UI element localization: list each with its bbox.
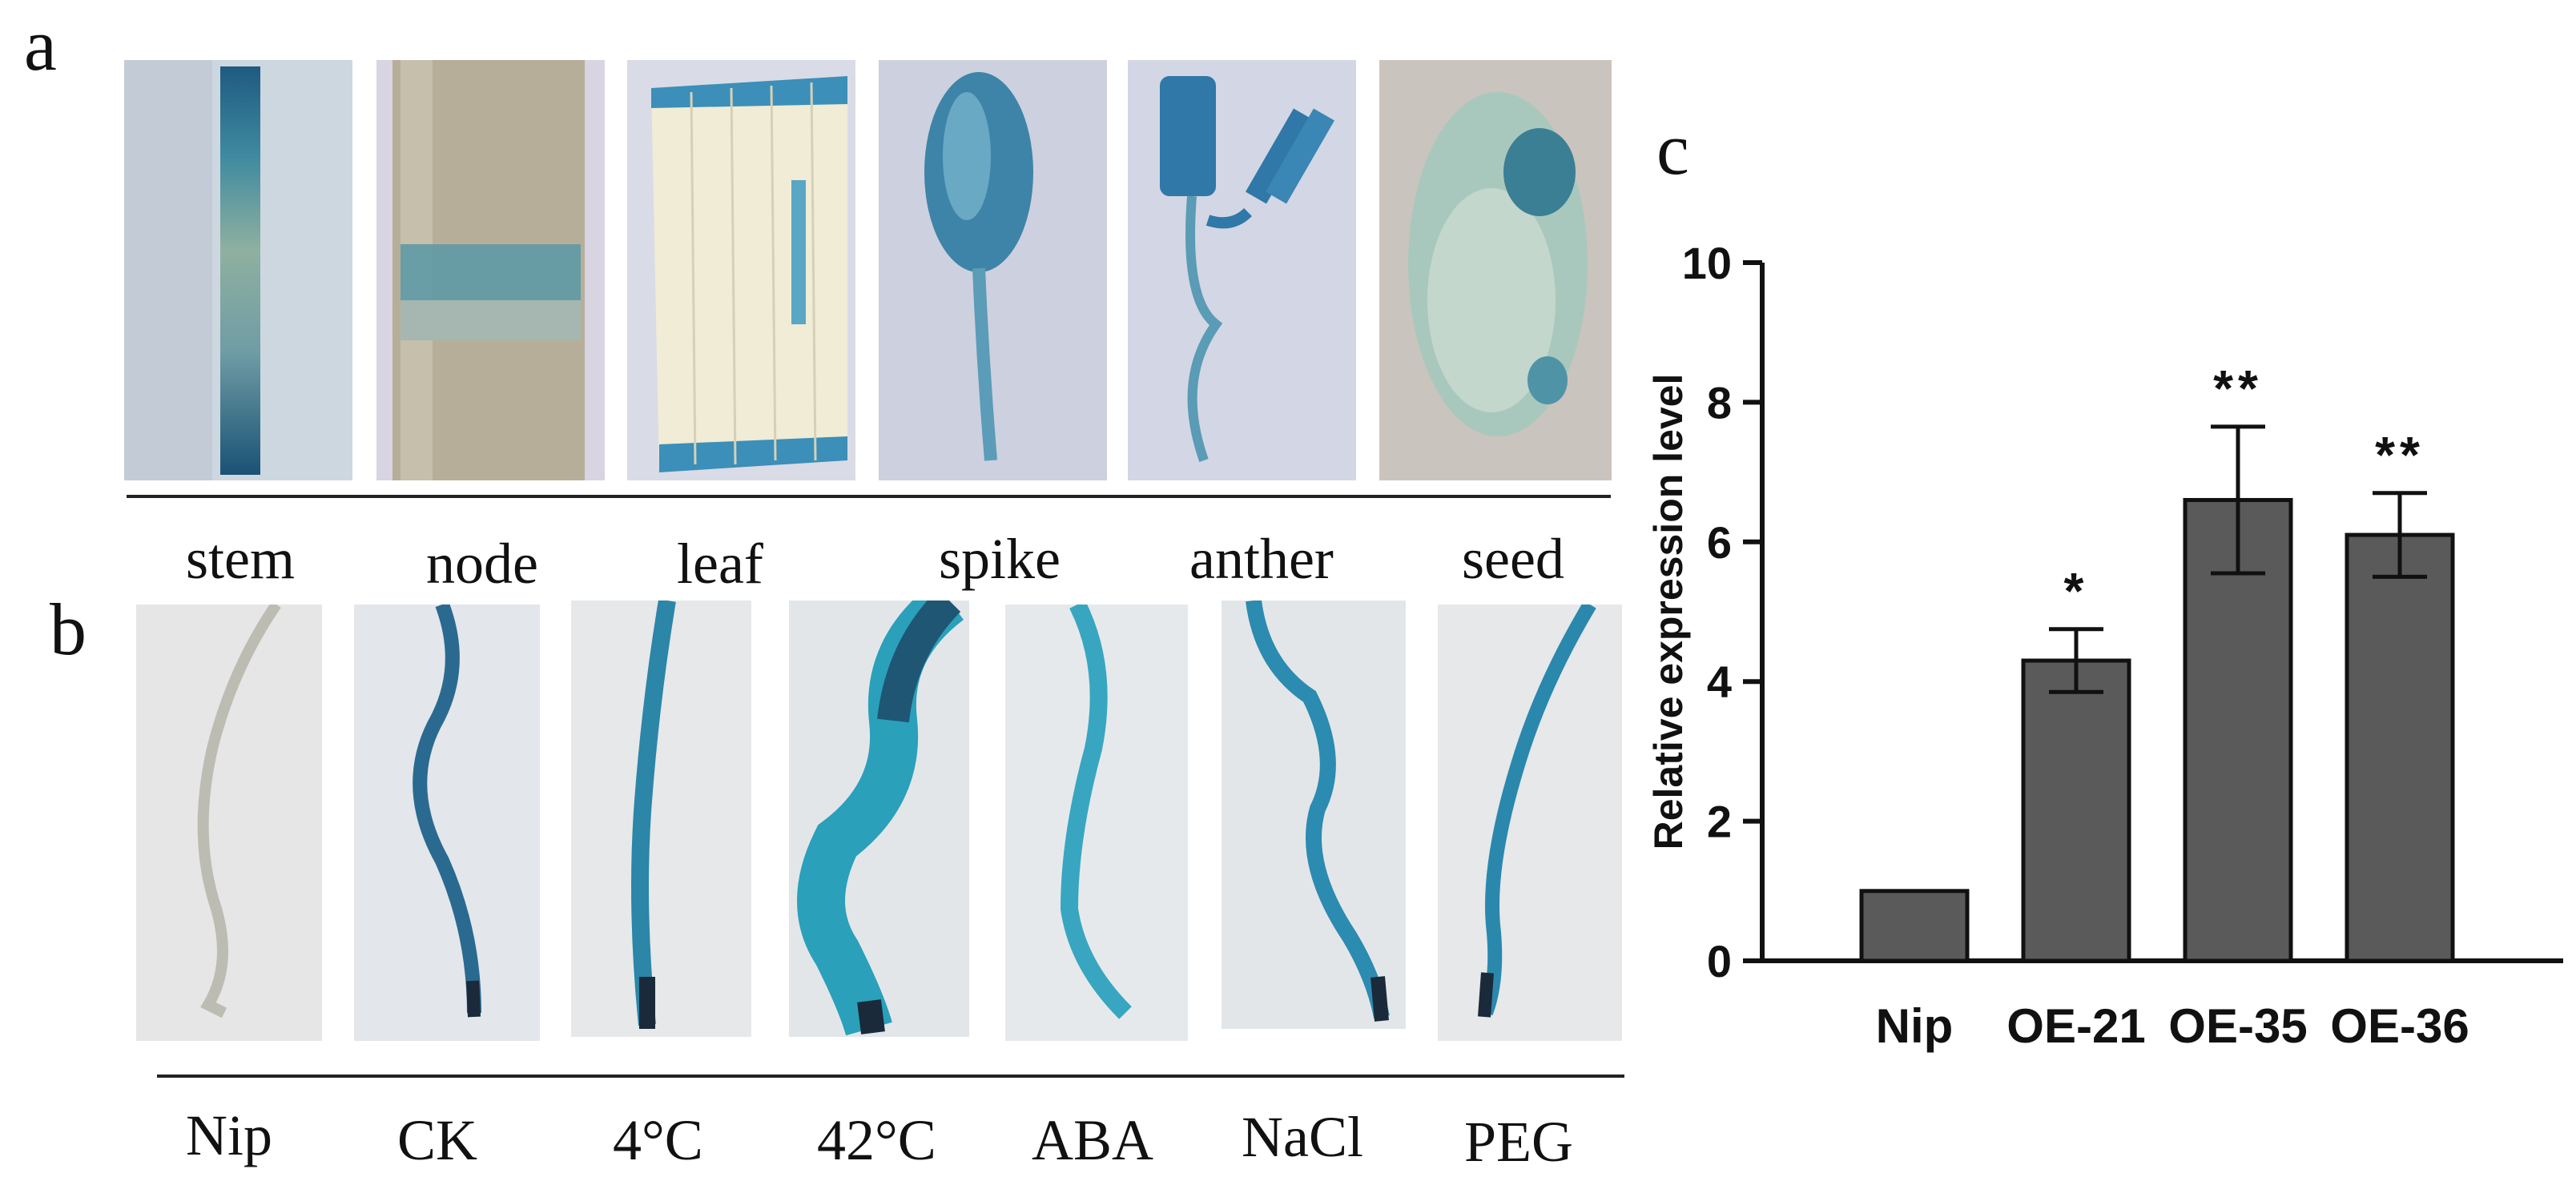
expression-bar-chart: 0 2 4 6 8 10 Relative expression level Nip * OE-2… (1650, 238, 2563, 1053)
treatment-label-4c: 4°C (613, 1108, 703, 1172)
tissue-label-spike: spike (939, 527, 1061, 591)
root-photo-nacl (1222, 601, 1406, 1029)
treatment-label-peg: PEG (1464, 1110, 1574, 1174)
bar (2345, 532, 2455, 963)
root-photo-4c (571, 601, 751, 1037)
y-tick-label: 0 (1707, 936, 1732, 986)
tissue-label-leaf: leaf (677, 532, 763, 596)
bar (2183, 497, 2293, 963)
x-tick-label: OE-21 (2006, 999, 2145, 1053)
x-tick-label: OE-36 (2330, 999, 2469, 1053)
tissue-label-node: node (426, 532, 538, 596)
root-photo-ck (354, 605, 540, 1041)
root-photo-peg (1438, 605, 1622, 1041)
photo-stem (124, 60, 352, 480)
root-photo-42c (789, 601, 969, 1037)
x-tick-label: OE-35 (2168, 999, 2307, 1053)
bar (1859, 889, 1970, 963)
y-tick-label: 8 (1707, 377, 1732, 428)
photo-node (376, 60, 605, 480)
root-photo-aba (1005, 605, 1188, 1041)
panel-a-rule (127, 495, 1611, 498)
treatment-label-42c: 42°C (817, 1108, 936, 1172)
root-photo-nip (136, 605, 322, 1041)
y-axis-label: Relative expression level (1650, 374, 1691, 850)
y-tick-label: 10 (1682, 238, 1732, 288)
treatment-label-ck: CK (397, 1108, 478, 1172)
photo-spike (879, 60, 1107, 480)
photo-anther (1128, 60, 1356, 480)
tissue-label-stem: stem (186, 527, 295, 591)
treatment-label-nip: Nip (186, 1103, 272, 1167)
photo-seed (1379, 60, 1612, 480)
panel-a-letter: a (24, 4, 57, 86)
treatment-label-aba: ABA (1032, 1108, 1154, 1172)
panel-b-rule (157, 1075, 1624, 1078)
tissue-label-anther: anther (1189, 527, 1334, 591)
significance-marker: * (2064, 562, 2089, 620)
bar (2021, 658, 2131, 963)
treatment-label-nacl: NaCl (1242, 1105, 1363, 1169)
significance-marker: ** (2213, 360, 2263, 417)
photo-leaf (627, 60, 855, 480)
y-tick-label: 6 (1707, 517, 1732, 568)
panel-c-letter: c (1656, 108, 1689, 190)
x-tick-label: Nip (1876, 999, 1954, 1053)
significance-marker: ** (2375, 426, 2425, 484)
y-tick-label: 2 (1707, 797, 1732, 847)
tissue-label-seed: seed (1462, 527, 1564, 591)
panel-b-letter: b (50, 588, 87, 670)
y-tick-label: 4 (1707, 657, 1732, 707)
